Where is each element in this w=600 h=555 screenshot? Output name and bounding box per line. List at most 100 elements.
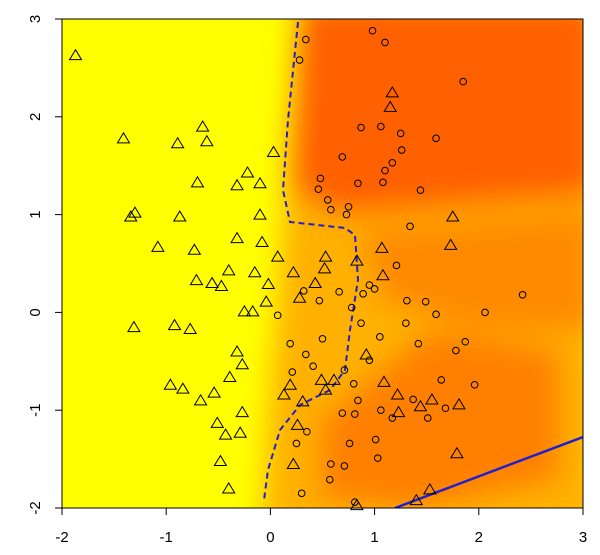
circle-point [338, 153, 347, 161]
triangle-point [409, 493, 424, 506]
circle-point [327, 205, 335, 214]
y-tick-label: -2 [27, 501, 44, 514]
x-tick-label: 0 [266, 529, 274, 546]
triangle-point [230, 231, 244, 244]
triangle-point [317, 261, 332, 274]
triangle-point [445, 210, 460, 222]
x-tick-label: 1 [370, 529, 378, 546]
circle-point [342, 210, 351, 219]
triangle-point [123, 210, 138, 222]
circle-point [370, 285, 379, 293]
circle-point [359, 290, 367, 298]
y-tick-label: 1 [27, 210, 44, 218]
decision-boundary [394, 435, 583, 508]
circle-point [351, 498, 359, 506]
circle-point [368, 26, 377, 35]
triangle-point [230, 178, 244, 191]
circle-point [315, 296, 324, 305]
region-orange-dark [360, 211, 583, 330]
triangle-point [237, 304, 252, 317]
triangle-point [214, 279, 229, 291]
triangle-point [193, 393, 208, 406]
circle-point [297, 489, 306, 498]
triangle-point [218, 428, 233, 440]
triangle-point [452, 397, 466, 410]
circle-point [388, 414, 397, 422]
triangle-point [116, 131, 131, 144]
circle-point [323, 196, 332, 204]
triangle-point [221, 263, 236, 276]
y-tick-label: 3 [27, 15, 44, 23]
triangle-point [190, 175, 205, 188]
triangle-point [295, 394, 310, 407]
triangle-point [318, 383, 333, 395]
triangle-point [286, 457, 301, 469]
circle-point [421, 297, 430, 306]
circle-point [292, 439, 301, 448]
triangle-point [425, 392, 439, 405]
triangle-point [283, 378, 298, 390]
circle-point [344, 202, 353, 211]
circle-point [459, 77, 467, 86]
triangle-point [187, 243, 202, 255]
triangle-point [205, 276, 219, 289]
triangle-point [376, 268, 390, 281]
triangle-point [183, 322, 198, 335]
triangle-point [277, 388, 291, 400]
triangle-point [210, 416, 225, 428]
circle-point [376, 333, 384, 341]
triangle-point [350, 254, 364, 266]
circle-point [273, 311, 282, 320]
circle-point [379, 178, 387, 187]
circle-point [340, 462, 349, 470]
circle-point [357, 123, 365, 132]
triangle-point [375, 241, 389, 253]
triangle-point [240, 166, 255, 178]
circle-point [345, 439, 354, 448]
triangle-point [213, 454, 228, 467]
circle-point [409, 395, 417, 404]
circle-point [327, 460, 335, 468]
circle-point [402, 319, 410, 327]
triangle-point [230, 345, 244, 357]
triangle-point [172, 210, 187, 222]
circle-point [340, 366, 349, 374]
y-tick-label: 0 [27, 308, 44, 316]
circle-point [318, 335, 327, 343]
triangle-point [318, 250, 333, 262]
triangle-point [207, 386, 222, 398]
circle-point [302, 35, 310, 44]
triangle-point [255, 235, 269, 247]
triangle-point [443, 238, 458, 250]
circle-point [295, 56, 304, 64]
circle-point [365, 281, 374, 289]
circle-point [437, 376, 446, 384]
circle-point [416, 186, 425, 194]
triangle-point [308, 276, 323, 289]
triangle-point [175, 382, 190, 394]
circle-point [414, 339, 423, 348]
triangle-point [266, 145, 281, 158]
circle-point [432, 134, 440, 143]
triangle-point [189, 273, 204, 286]
circle-point [303, 427, 311, 436]
triangle-point [221, 481, 236, 494]
y-tick-label: -1 [27, 404, 44, 417]
decision-boundary [263, 21, 360, 501]
triangle-point [450, 446, 464, 459]
triangle-point [167, 318, 182, 331]
x-tick-label: -2 [55, 529, 68, 546]
circle-point [288, 368, 297, 376]
triangle-point [261, 277, 276, 290]
circle-point [354, 396, 362, 405]
circle-point [347, 303, 356, 312]
x-tick-label: -1 [160, 529, 173, 546]
circle-point [381, 166, 389, 175]
plot-frame [61, 18, 584, 509]
triangle-point [235, 405, 250, 418]
triangle-point [385, 85, 400, 98]
circle-point [335, 288, 343, 296]
triangle-point [314, 373, 329, 385]
circle-point [396, 129, 405, 138]
